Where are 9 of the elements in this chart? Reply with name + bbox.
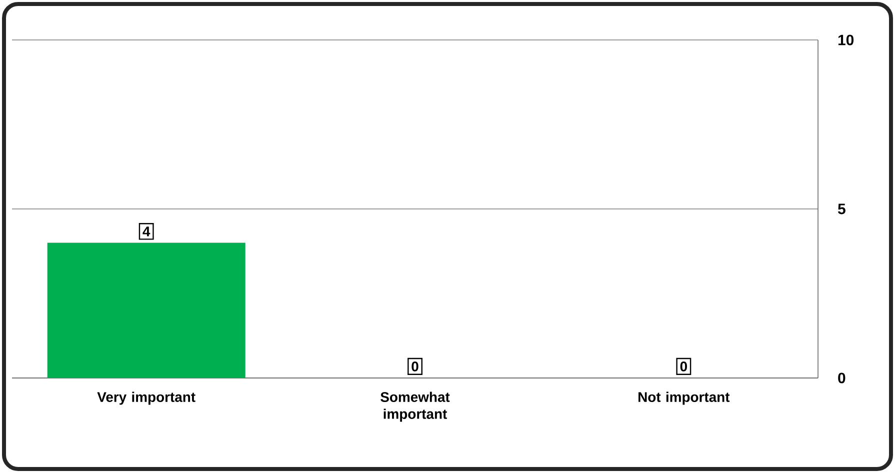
data-label: 0	[412, 362, 418, 372]
x-tick-label: Not important	[638, 392, 730, 405]
y-tick-label: 0	[838, 372, 846, 384]
x-tick-label: Very important	[97, 392, 196, 405]
data-label: 4	[142, 226, 150, 236]
y-tick-label: 5	[838, 204, 846, 214]
x-tick-label: Somewhat important	[380, 392, 450, 422]
y-tick-label: 10	[838, 34, 854, 46]
data-label: 0	[680, 362, 687, 372]
